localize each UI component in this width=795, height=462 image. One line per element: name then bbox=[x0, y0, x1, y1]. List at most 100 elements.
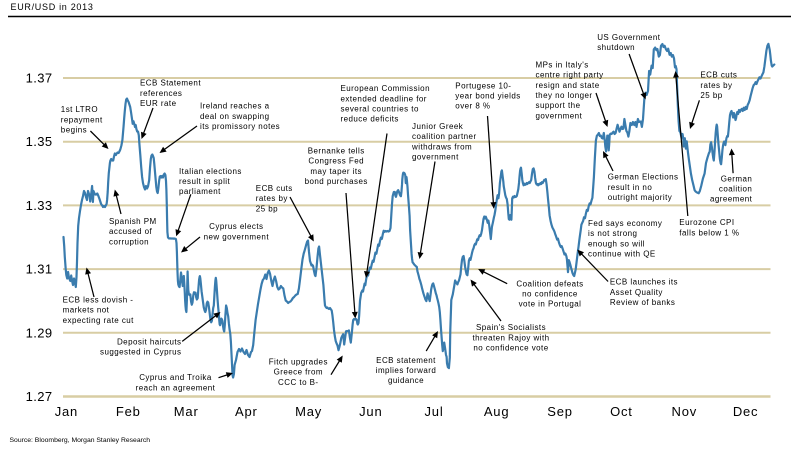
svg-text:parliament: parliament bbox=[179, 187, 221, 196]
svg-text:reduce deficits: reduce deficits bbox=[341, 115, 399, 124]
svg-text:Asset Quality: Asset Quality bbox=[610, 288, 663, 297]
svg-text:1st LTRO: 1st LTRO bbox=[61, 105, 98, 114]
svg-text:ECB less dovish -: ECB less dovish - bbox=[63, 295, 134, 304]
svg-text:Cyprus elects: Cyprus elects bbox=[209, 222, 263, 231]
svg-text:result in no: result in no bbox=[608, 183, 653, 192]
svg-text:threaten Rajoy with: threaten Rajoy with bbox=[472, 333, 549, 342]
svg-text:begins: begins bbox=[61, 126, 87, 135]
svg-text:1.35: 1.35 bbox=[26, 134, 53, 149]
svg-text:1.27: 1.27 bbox=[26, 389, 53, 404]
svg-text:Aug: Aug bbox=[484, 404, 510, 419]
svg-text:1.33: 1.33 bbox=[26, 198, 53, 213]
svg-text:coalition partner: coalition partner bbox=[412, 132, 477, 141]
svg-text:Review of banks: Review of banks bbox=[610, 298, 675, 307]
svg-text:Nov: Nov bbox=[672, 404, 698, 419]
svg-text:withdraws from: withdraws from bbox=[411, 142, 472, 151]
svg-text:bond purchases: bond purchases bbox=[305, 177, 368, 186]
svg-text:no confidence vote: no confidence vote bbox=[473, 344, 548, 353]
svg-text:EUR rate: EUR rate bbox=[140, 99, 177, 108]
svg-text:support the: support the bbox=[536, 101, 581, 110]
svg-text:government: government bbox=[412, 153, 459, 162]
svg-text:25 bp: 25 bp bbox=[700, 91, 722, 100]
svg-text:Apr: Apr bbox=[235, 404, 258, 419]
svg-text:over 8 %: over 8 % bbox=[455, 102, 490, 111]
svg-text:May: May bbox=[295, 404, 322, 419]
svg-text:European Commission: European Commission bbox=[341, 84, 430, 93]
svg-text:1.37: 1.37 bbox=[26, 71, 53, 86]
svg-text:repayment: repayment bbox=[61, 115, 103, 124]
svg-text:CCC to B-: CCC to B- bbox=[278, 378, 319, 387]
svg-text:several countries to: several countries to bbox=[341, 105, 419, 114]
svg-text:guidance: guidance bbox=[388, 376, 424, 385]
svg-text:shutdown: shutdown bbox=[597, 43, 635, 52]
svg-text:coalition: coalition bbox=[719, 185, 752, 194]
svg-text:ECB Statement: ECB Statement bbox=[140, 79, 201, 88]
svg-text:Coalition defeats: Coalition defeats bbox=[516, 279, 583, 288]
svg-text:expecting rate cut: expecting rate cut bbox=[63, 316, 135, 325]
svg-text:Sep: Sep bbox=[547, 404, 573, 419]
svg-text:Spain's Socialists: Spain's Socialists bbox=[476, 323, 546, 332]
svg-text:extended deadline for: extended deadline for bbox=[341, 94, 427, 103]
svg-text:German Elections: German Elections bbox=[608, 173, 679, 182]
svg-text:German: German bbox=[721, 174, 753, 183]
svg-text:may taper its: may taper its bbox=[310, 167, 362, 176]
svg-text:Portugese 10-: Portugese 10- bbox=[455, 81, 511, 90]
svg-text:Italian elections: Italian elections bbox=[179, 167, 242, 176]
svg-text:resign and state: resign and state bbox=[536, 81, 600, 90]
svg-text:1.31: 1.31 bbox=[26, 262, 53, 277]
svg-text:Source: Bloomberg, Morgan Stan: Source: Bloomberg, Morgan Stanley Resear… bbox=[10, 437, 151, 444]
svg-text:is not strong: is not strong bbox=[588, 229, 637, 238]
svg-text:year bond yields: year bond yields bbox=[455, 92, 520, 101]
svg-text:Jul: Jul bbox=[424, 404, 443, 419]
svg-text:suggested in Cyprus: suggested in Cyprus bbox=[100, 348, 181, 357]
svg-text:ECB cuts: ECB cuts bbox=[700, 71, 737, 80]
svg-text:Junior Greek: Junior Greek bbox=[412, 122, 464, 131]
svg-text:Spanish PM: Spanish PM bbox=[109, 217, 157, 226]
svg-text:reach an agreement: reach an agreement bbox=[136, 383, 216, 392]
svg-text:outright majority: outright majority bbox=[608, 193, 673, 202]
svg-text:Jan: Jan bbox=[55, 404, 78, 419]
svg-text:ECB statement: ECB statement bbox=[376, 356, 436, 365]
svg-text:falls below 1 %: falls below 1 % bbox=[679, 228, 739, 237]
svg-text:MPs in Italy's: MPs in Italy's bbox=[536, 60, 589, 69]
svg-text:rates by: rates by bbox=[256, 194, 288, 203]
svg-text:implies forward: implies forward bbox=[376, 366, 437, 375]
svg-text:ECB launches its: ECB launches its bbox=[610, 278, 678, 287]
svg-text:Eurozone CPI: Eurozone CPI bbox=[679, 218, 734, 227]
svg-text:result in split: result in split bbox=[179, 177, 231, 186]
svg-text:1.29: 1.29 bbox=[26, 325, 53, 340]
svg-text:new government: new government bbox=[204, 232, 270, 241]
svg-text:corruption: corruption bbox=[109, 237, 149, 246]
svg-text:Mar: Mar bbox=[174, 404, 199, 419]
svg-text:continue with QE: continue with QE bbox=[588, 250, 656, 259]
svg-text:enough so will: enough so will bbox=[588, 239, 645, 248]
svg-text:Ireland reaches a: Ireland reaches a bbox=[200, 102, 270, 111]
svg-text:agreement: agreement bbox=[710, 195, 753, 204]
svg-text:markets not: markets not bbox=[63, 306, 110, 315]
svg-text:deal on swapping: deal on swapping bbox=[200, 112, 269, 121]
svg-text:Bernanke tells: Bernanke tells bbox=[308, 146, 365, 155]
svg-text:no confidence: no confidence bbox=[522, 290, 578, 299]
svg-text:Jun: Jun bbox=[359, 404, 382, 419]
svg-text:US Government: US Government bbox=[597, 33, 661, 42]
svg-text:Feb: Feb bbox=[116, 404, 141, 419]
svg-text:Dec: Dec bbox=[733, 404, 759, 419]
svg-text:its promissory notes: its promissory notes bbox=[200, 122, 280, 131]
svg-text:references: references bbox=[140, 89, 182, 98]
svg-text:rates by: rates by bbox=[700, 81, 732, 90]
svg-text:Congress Fed: Congress Fed bbox=[308, 157, 364, 166]
svg-text:Fed says economy: Fed says economy bbox=[588, 219, 662, 228]
svg-text:they no longer: they no longer bbox=[536, 91, 593, 100]
svg-text:25 bp: 25 bp bbox=[256, 204, 278, 213]
svg-text:accused of: accused of bbox=[109, 227, 153, 236]
svg-text:Fitch upgrades: Fitch upgrades bbox=[269, 358, 328, 367]
svg-text:vote in Portugal: vote in Portugal bbox=[519, 300, 582, 309]
svg-text:ECB cuts: ECB cuts bbox=[256, 184, 293, 193]
svg-text:Oct: Oct bbox=[610, 404, 633, 419]
svg-text:Cyprus and Troika: Cyprus and Troika bbox=[139, 373, 212, 382]
svg-text:centre right party: centre right party bbox=[536, 71, 604, 80]
svg-text:Deposit haircuts: Deposit haircuts bbox=[117, 338, 182, 347]
svg-text:Greece from: Greece from bbox=[274, 368, 323, 377]
svg-text:EUR/USD in 2013: EUR/USD in 2013 bbox=[11, 2, 94, 12]
svg-text:government: government bbox=[536, 111, 583, 120]
